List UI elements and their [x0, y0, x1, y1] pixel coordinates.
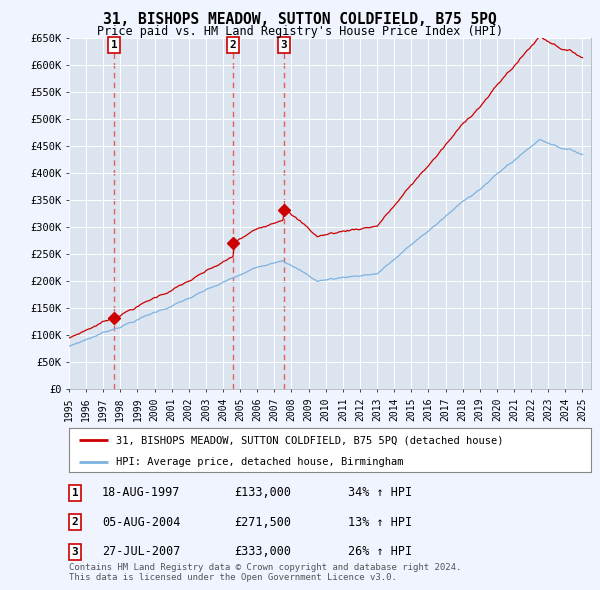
Text: 34% ↑ HPI: 34% ↑ HPI — [348, 486, 412, 499]
Text: £133,000: £133,000 — [234, 486, 291, 499]
Text: 13% ↑ HPI: 13% ↑ HPI — [348, 516, 412, 529]
Text: 3: 3 — [281, 40, 287, 50]
Text: 31, BISHOPS MEADOW, SUTTON COLDFIELD, B75 5PQ (detached house): 31, BISHOPS MEADOW, SUTTON COLDFIELD, B7… — [116, 435, 503, 445]
Text: 18-AUG-1997: 18-AUG-1997 — [102, 486, 181, 499]
Text: 3: 3 — [71, 547, 79, 556]
Text: Contains HM Land Registry data © Crown copyright and database right 2024.: Contains HM Land Registry data © Crown c… — [69, 563, 461, 572]
Text: 26% ↑ HPI: 26% ↑ HPI — [348, 545, 412, 558]
Text: 05-AUG-2004: 05-AUG-2004 — [102, 516, 181, 529]
Text: 27-JUL-2007: 27-JUL-2007 — [102, 545, 181, 558]
Text: 31, BISHOPS MEADOW, SUTTON COLDFIELD, B75 5PQ: 31, BISHOPS MEADOW, SUTTON COLDFIELD, B7… — [103, 12, 497, 27]
Text: 2: 2 — [71, 517, 79, 527]
Text: 1: 1 — [71, 488, 79, 497]
Text: This data is licensed under the Open Government Licence v3.0.: This data is licensed under the Open Gov… — [69, 573, 397, 582]
Text: HPI: Average price, detached house, Birmingham: HPI: Average price, detached house, Birm… — [116, 457, 403, 467]
Text: 2: 2 — [230, 40, 236, 50]
Text: 1: 1 — [110, 40, 118, 50]
Text: £271,500: £271,500 — [234, 516, 291, 529]
Text: £333,000: £333,000 — [234, 545, 291, 558]
Text: Price paid vs. HM Land Registry's House Price Index (HPI): Price paid vs. HM Land Registry's House … — [97, 25, 503, 38]
